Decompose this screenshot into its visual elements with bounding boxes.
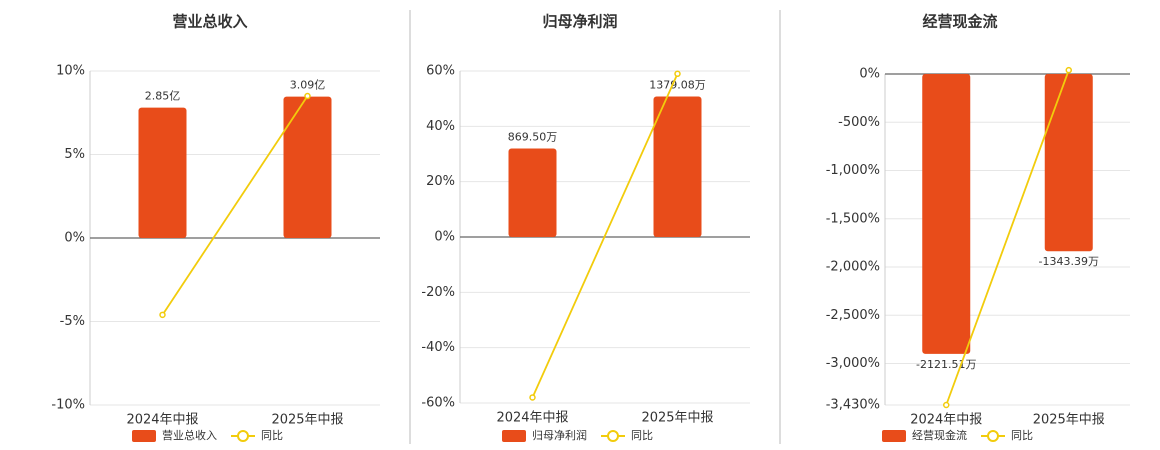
- chart-title: 经营现金流: [922, 13, 997, 31]
- y-tick-label: 60%: [426, 64, 455, 79]
- y-tick-label: -3,430%: [826, 398, 880, 413]
- x-tick-label: 2024年中报: [126, 413, 198, 428]
- line-point: [529, 394, 536, 401]
- line-point: [674, 70, 681, 78]
- y-tick-label: -3,000%: [826, 356, 880, 371]
- bar: [508, 148, 557, 237]
- y-tick-label: 10%: [56, 64, 85, 79]
- legend-swatch: [132, 430, 156, 442]
- y-tick-label: 40%: [426, 119, 455, 134]
- line: [161, 95, 309, 316]
- y-tick-label: 20%: [426, 174, 455, 189]
- line: [531, 73, 679, 398]
- x-tick-label: 2025年中报: [271, 413, 343, 428]
- y-tick-label: -1,500%: [826, 211, 880, 226]
- y-tick-label: -2,500%: [826, 308, 880, 323]
- data-label: 869.50万: [508, 130, 558, 143]
- legend-marker: [987, 430, 999, 442]
- bar: [138, 107, 187, 238]
- chart-title: 归母净利润: [542, 13, 617, 31]
- line-point: [943, 401, 950, 409]
- data-label: 2.85亿: [145, 90, 181, 103]
- y-tick-label: -20%: [421, 285, 455, 300]
- data-label: 3.09亿: [290, 79, 326, 92]
- y-tick-label: -2,000%: [826, 260, 880, 275]
- line: [945, 69, 1070, 406]
- legend-swatch: [882, 430, 906, 442]
- y-tick-label: -1,000%: [826, 163, 880, 178]
- y-tick-label: -5%: [60, 314, 85, 329]
- legend-marker: [607, 430, 619, 442]
- legend-label: 同比: [261, 429, 283, 442]
- y-tick-label: 0%: [859, 67, 880, 82]
- legend-marker: [237, 430, 249, 442]
- line-point: [304, 92, 311, 100]
- y-tick-label: 5%: [64, 147, 85, 162]
- x-tick-label: 2025年中报: [1033, 413, 1105, 428]
- data-label: 1379.08万: [649, 79, 706, 92]
- legend-label: 同比: [1011, 429, 1033, 442]
- y-tick-label: -40%: [421, 340, 455, 355]
- bar: [922, 74, 971, 354]
- y-tick-label: -10%: [51, 398, 85, 413]
- line-point: [159, 311, 166, 319]
- bar: [653, 96, 702, 237]
- y-tick-label: -60%: [421, 396, 455, 411]
- data-label: -2121.51万: [916, 358, 976, 371]
- legend-label: 归母净利润: [532, 428, 587, 442]
- data-label: -1343.39万: [1039, 255, 1099, 268]
- x-tick-label: 2024年中报: [496, 411, 568, 426]
- chart-title: 营业总收入: [172, 13, 247, 31]
- legend-label: 经营现金流: [912, 428, 967, 442]
- y-tick-label: 0%: [434, 230, 455, 245]
- x-tick-label: 2025年中报: [641, 411, 713, 426]
- y-tick-label: -500%: [838, 115, 880, 130]
- legend-swatch: [502, 430, 526, 442]
- bar: [283, 96, 332, 238]
- line-point: [1065, 66, 1072, 74]
- legend-label: 营业总收入: [162, 428, 217, 442]
- legend-label: 同比: [631, 429, 653, 442]
- x-tick-label: 2024年中报: [910, 413, 982, 428]
- bar: [1044, 74, 1093, 252]
- y-tick-label: 0%: [64, 231, 85, 246]
